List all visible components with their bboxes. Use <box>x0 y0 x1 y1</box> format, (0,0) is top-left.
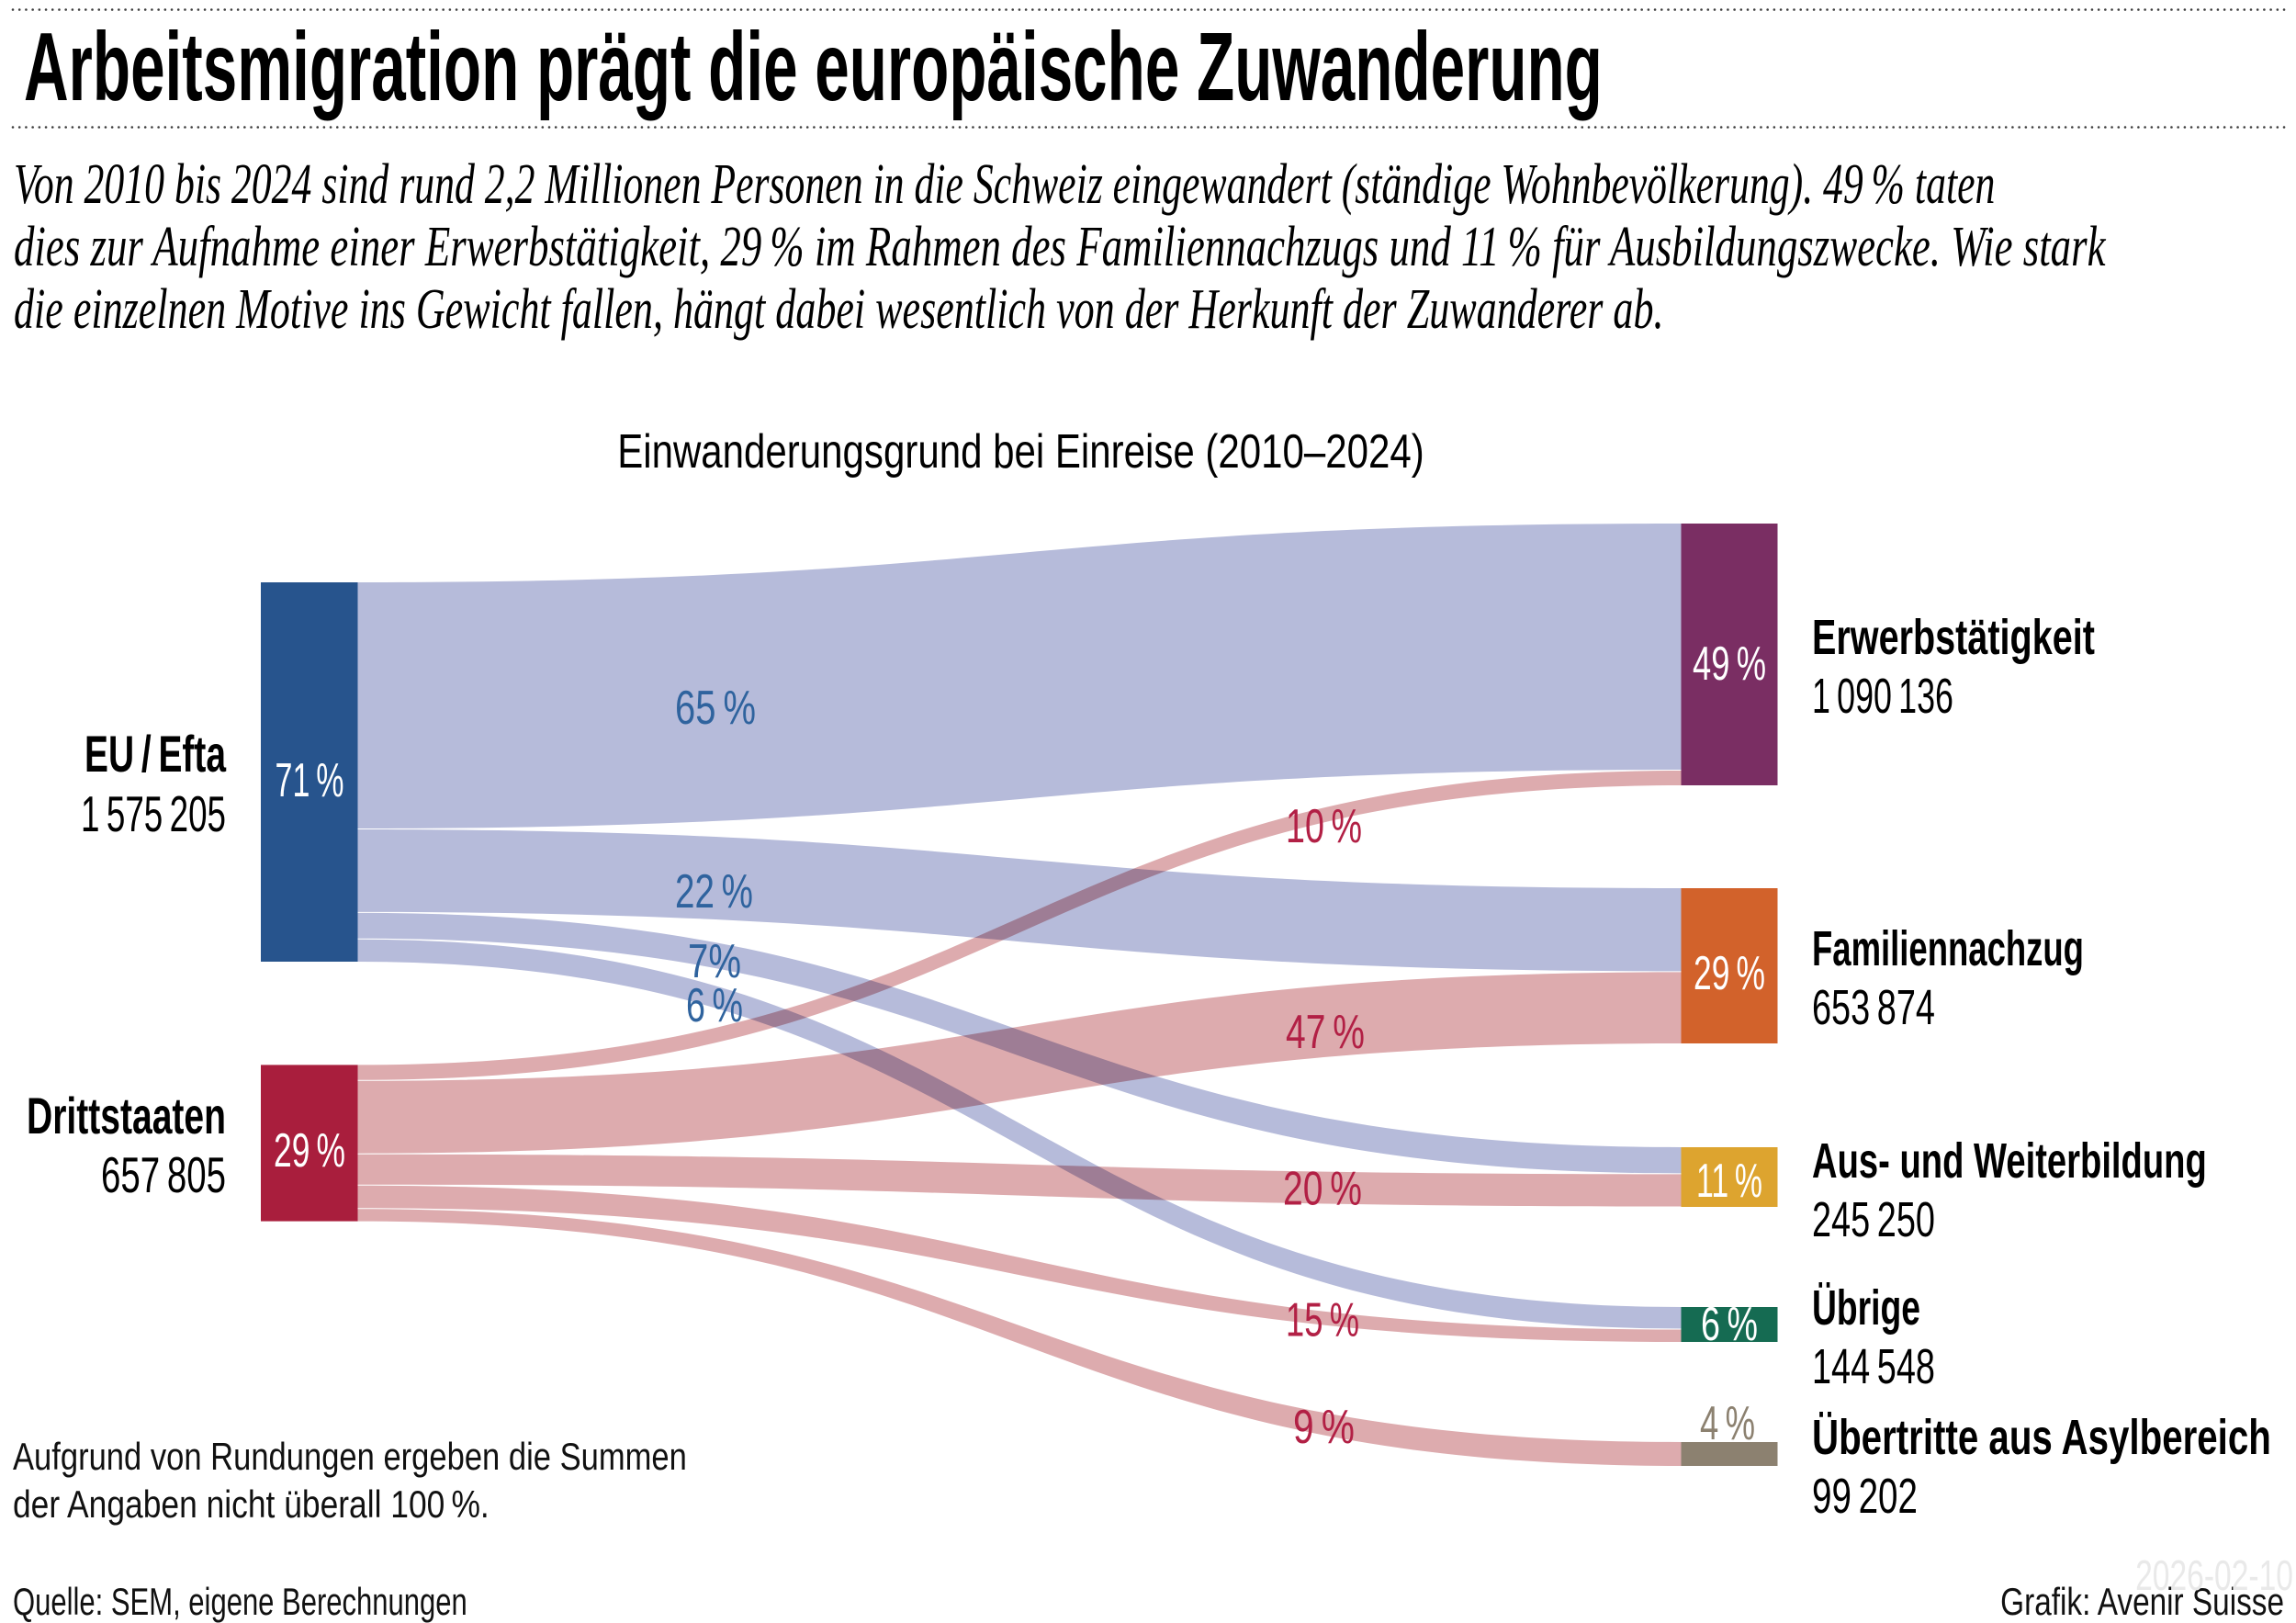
svg-text:144 548: 144 548 <box>1812 1338 1935 1393</box>
svg-text:10 %: 10 % <box>1286 799 1362 852</box>
svg-text:11 %: 11 % <box>1696 1155 1762 1208</box>
svg-text:Einwanderungsgrund bei Einreis: Einwanderungsgrund bei Einreise (2010–20… <box>617 425 1424 479</box>
svg-text:71 %: 71 % <box>276 754 344 807</box>
svg-text:4 %: 4 % <box>1700 1396 1755 1450</box>
svg-text:Grafik: Avenir Suisse: Grafik: Avenir Suisse <box>2000 1581 2284 1623</box>
svg-text:EU / Efta: EU / Efta <box>84 726 227 783</box>
svg-text:29 %: 29 % <box>274 1124 345 1177</box>
svg-text:99 202: 99 202 <box>1812 1469 1918 1524</box>
svg-text:1 090 136: 1 090 136 <box>1812 669 1953 724</box>
svg-text:Erwerbstätigkeit: Erwerbstätigkeit <box>1812 610 2095 665</box>
svg-text:der Angaben nicht überall 100: der Angaben nicht überall 100 %. <box>13 1483 490 1526</box>
svg-text:49 %: 49 % <box>1693 636 1766 690</box>
svg-text:Übrige: Übrige <box>1812 1279 1920 1336</box>
svg-text:dies zur Aufnahme einer Erwerb: dies zur Aufnahme einer Erwerbstätigkeit… <box>14 215 2106 278</box>
svg-text:1 575 205: 1 575 205 <box>81 786 226 842</box>
svg-text:2026-02-10: 2026-02-10 <box>2135 1552 2293 1599</box>
svg-text:65 %: 65 % <box>675 681 756 734</box>
svg-text:Drittstaaten: Drittstaaten <box>27 1088 226 1145</box>
svg-text:die einzelnen Motive ins Gewic: die einzelnen Motive ins Gewicht fallen,… <box>14 277 1663 341</box>
svg-text:47 %: 47 % <box>1286 1005 1365 1059</box>
svg-text:22 %: 22 % <box>675 864 753 918</box>
svg-text:653 874: 653 874 <box>1812 979 1935 1034</box>
svg-text:Quelle: SEM, eigene Berechnung: Quelle: SEM, eigene Berechnungen <box>13 1580 467 1623</box>
svg-text:15 %: 15 % <box>1286 1292 1359 1347</box>
svg-text:Aufgrund von Rundungen ergeben: Aufgrund von Rundungen ergeben die Summe… <box>13 1436 687 1479</box>
svg-text:Aus- und Weiterbildung: Aus- und Weiterbildung <box>1812 1133 2207 1189</box>
svg-text:20 %: 20 % <box>1283 1161 1362 1215</box>
svg-text:6 %: 6 % <box>1701 1297 1758 1350</box>
svg-text:657 805: 657 805 <box>101 1147 226 1203</box>
svg-text:245 250: 245 250 <box>1812 1191 1935 1246</box>
svg-text:29 %: 29 % <box>1694 947 1765 999</box>
svg-text:7%: 7% <box>688 934 741 987</box>
svg-text:9 %: 9 % <box>1293 1400 1355 1453</box>
svg-text:Von 2010 bis 2024 sind rund 2,: Von 2010 bis 2024 sind rund 2,2 Millione… <box>14 152 1995 216</box>
svg-text:Übertritte aus Asylbereich: Übertritte aus Asylbereich <box>1812 1410 2271 1465</box>
svg-text:Familiennachzug: Familiennachzug <box>1812 920 2084 976</box>
svg-text:6 %: 6 % <box>686 978 743 1031</box>
svg-text:Arbeitsmigration prägt die eur: Arbeitsmigration prägt die europäische Z… <box>24 13 1603 121</box>
